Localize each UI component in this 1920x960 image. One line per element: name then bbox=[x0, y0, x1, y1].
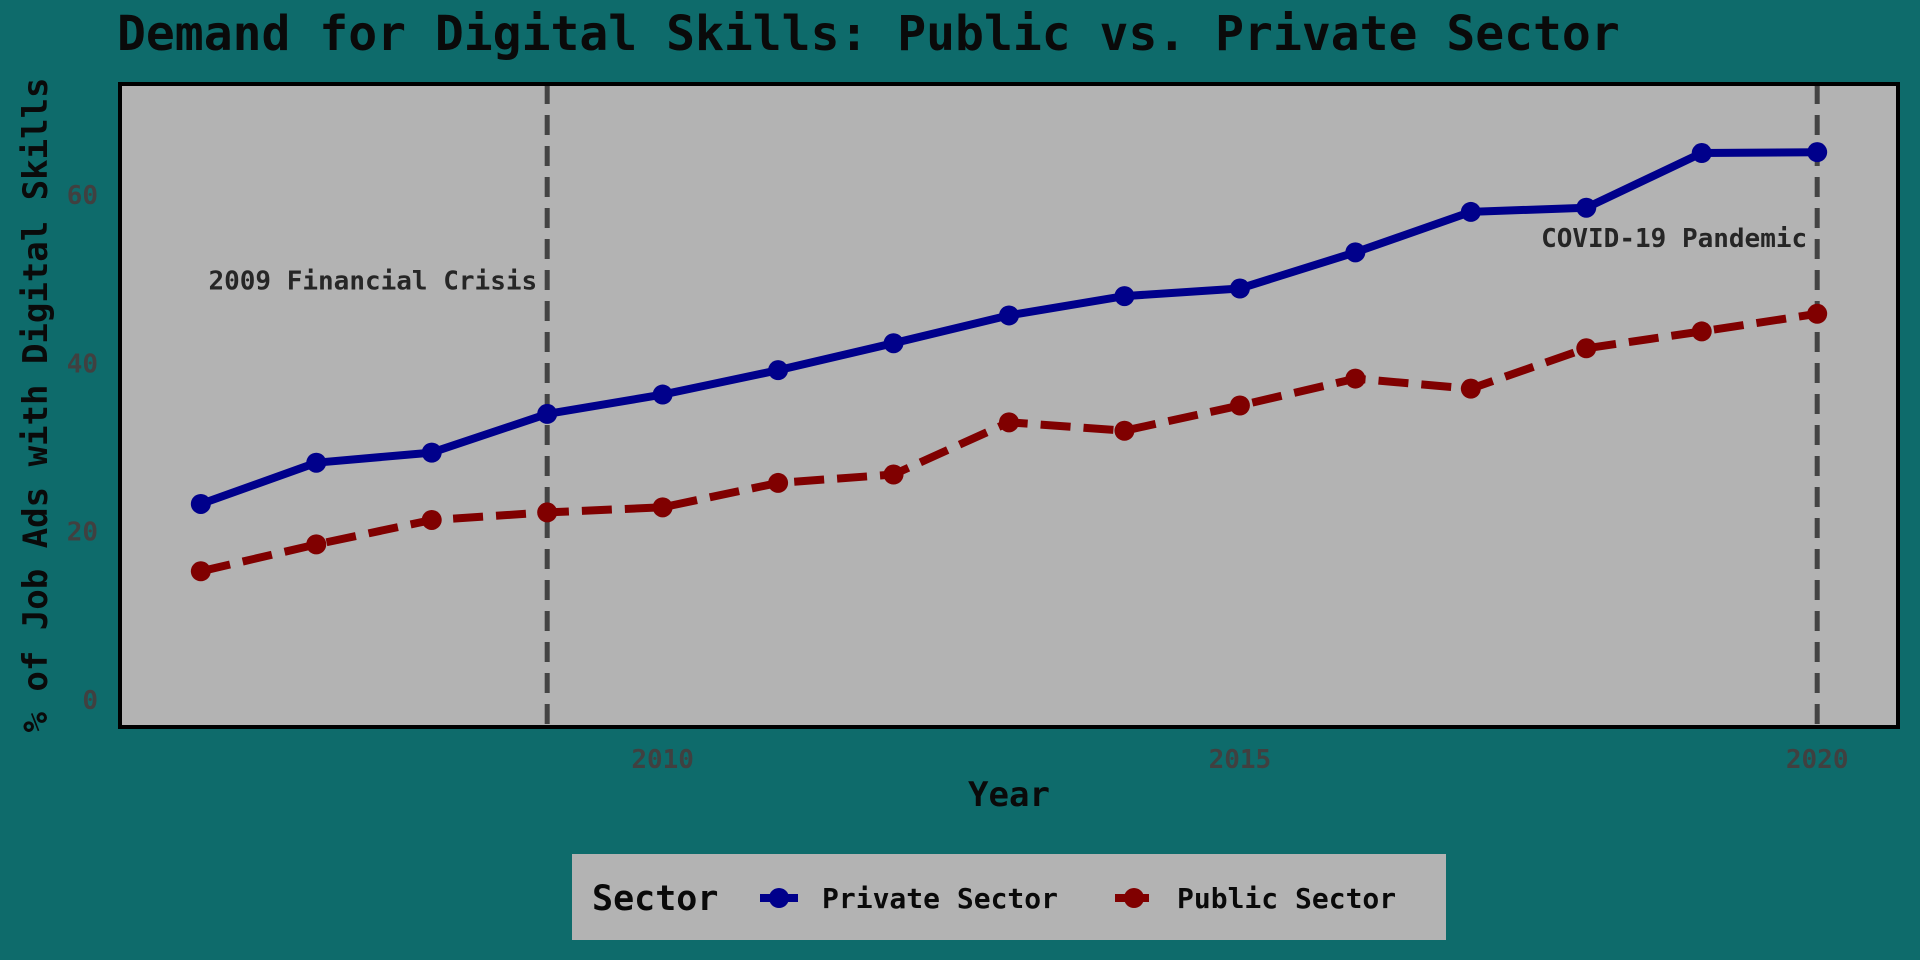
data-point bbox=[190, 561, 211, 582]
chart-title: Demand for Digital Skills: Public vs. Pr… bbox=[117, 6, 1620, 62]
x-tick-label: 2015 bbox=[1209, 745, 1272, 775]
data-point bbox=[1460, 201, 1481, 222]
legend-entries: Private Sector Public Sector bbox=[760, 882, 1396, 915]
data-point bbox=[999, 305, 1019, 326]
legend-key-marker bbox=[1124, 888, 1144, 908]
x-axis-ticks: 2010 2015 2020 bbox=[631, 745, 1848, 775]
y-axis-ticks: 0 20 40 60 bbox=[67, 181, 98, 716]
y-tick-label: 40 bbox=[67, 349, 98, 379]
y-tick-label: 0 bbox=[82, 686, 98, 716]
data-point bbox=[652, 497, 673, 518]
data-point bbox=[1691, 321, 1712, 342]
annotation-label: 2009 Financial Crisis bbox=[208, 266, 537, 296]
plot-panel-border bbox=[118, 82, 1900, 729]
legend-title: Sector bbox=[592, 879, 718, 919]
data-point bbox=[999, 412, 1019, 433]
series-private-sector bbox=[190, 142, 1828, 514]
data-point bbox=[1229, 278, 1250, 299]
data-point bbox=[1460, 378, 1481, 399]
data-point bbox=[421, 509, 442, 530]
legend: Sector Private Sector Public Sector bbox=[572, 854, 1446, 940]
data-point bbox=[190, 493, 211, 514]
data-point bbox=[537, 403, 558, 424]
data-point bbox=[1691, 143, 1712, 164]
data-point bbox=[306, 452, 327, 473]
data-point bbox=[1229, 395, 1250, 416]
x-tick-label: 2020 bbox=[1786, 745, 1849, 775]
legend-box bbox=[572, 854, 1446, 940]
annotation-labels: 2009 Financial Crisis COVID-19 Pandemic bbox=[208, 224, 1807, 296]
data-point bbox=[1576, 338, 1597, 359]
plot-panel bbox=[120, 84, 1898, 727]
legend-entry: Public Sector bbox=[1115, 882, 1396, 915]
legend-label: Private Sector bbox=[822, 882, 1058, 915]
data-point bbox=[652, 384, 673, 405]
data-point bbox=[768, 472, 789, 493]
y-tick-label: 20 bbox=[67, 518, 98, 548]
data-point bbox=[1807, 142, 1828, 163]
x-tick-label: 2010 bbox=[631, 745, 694, 775]
data-point bbox=[1345, 242, 1366, 263]
legend-entry: Private Sector bbox=[760, 882, 1058, 915]
legend-key-marker bbox=[769, 888, 789, 908]
data-point bbox=[768, 360, 789, 381]
data-point bbox=[1114, 420, 1135, 441]
annotation-label: COVID-19 Pandemic bbox=[1541, 224, 1807, 254]
series-public-sector bbox=[190, 303, 1828, 582]
data-point bbox=[1576, 197, 1597, 218]
data-point bbox=[883, 333, 904, 354]
data-point bbox=[1114, 286, 1135, 307]
data-point bbox=[883, 464, 904, 485]
data-point bbox=[1345, 368, 1366, 389]
data-point bbox=[306, 534, 327, 555]
legend-label: Public Sector bbox=[1177, 882, 1396, 915]
x-axis-title: Year bbox=[968, 775, 1050, 815]
data-point bbox=[421, 442, 442, 463]
data-point bbox=[1807, 303, 1828, 324]
y-tick-label: 60 bbox=[67, 181, 98, 211]
data-point bbox=[537, 502, 558, 523]
y-axis-title: % of Job Ads with Digital Skills bbox=[16, 77, 56, 732]
series-group bbox=[190, 142, 1828, 582]
